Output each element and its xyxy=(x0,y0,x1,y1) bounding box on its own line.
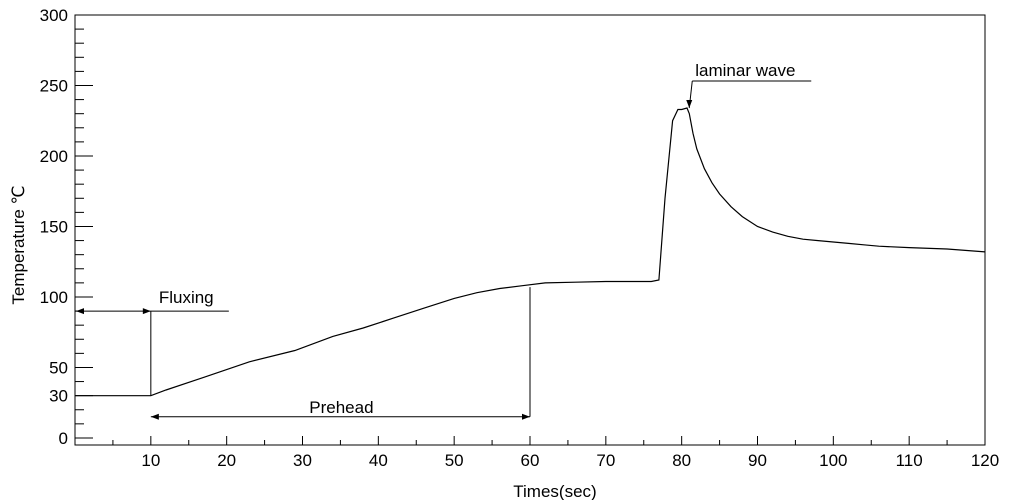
y-axis-title: Temperature ℃ xyxy=(9,185,28,304)
x-tick-label: 80 xyxy=(672,451,691,470)
laminar-wave-label: laminar wave xyxy=(695,61,795,80)
x-tick-label: 50 xyxy=(445,451,464,470)
temperature-series-line xyxy=(75,107,986,397)
x-tick-label: 70 xyxy=(596,451,615,470)
fluxing-label: Fluxing xyxy=(159,288,214,307)
x-tick-label: 120 xyxy=(971,451,999,470)
y-tick-label: 300 xyxy=(40,6,68,25)
y-tick-label: 30 xyxy=(49,387,68,406)
x-tick-label: 20 xyxy=(217,451,236,470)
prehead-label: Prehead xyxy=(309,398,373,417)
x-tick-label: 100 xyxy=(819,451,847,470)
x-tick-label: 60 xyxy=(521,451,540,470)
y-tick-label: 150 xyxy=(40,217,68,236)
x-tick-label: 10 xyxy=(141,451,160,470)
y-tick-label: 0 xyxy=(59,429,68,448)
fluxing-arrow-right xyxy=(142,308,151,315)
y-tick-label: 200 xyxy=(40,147,68,166)
chart-annotations: Fluxing Prehead laminar wave xyxy=(75,61,812,420)
chart-tick-labels: 10 20 30 40 50 60 70 80 90 100 110 120 0 30 50 100 150 20… xyxy=(40,6,1000,470)
x-tick-label: 30 xyxy=(293,451,312,470)
y-tick-label: 100 xyxy=(40,288,68,307)
y-tick-label: 50 xyxy=(49,358,68,377)
y-tick-label: 250 xyxy=(40,76,68,95)
x-tick-label: 40 xyxy=(369,451,388,470)
prehead-arrow-right xyxy=(522,413,530,420)
x-tick-label: 90 xyxy=(748,451,767,470)
fluxing-arrow-left xyxy=(76,308,84,315)
prehead-arrow-left xyxy=(150,413,159,420)
laminar-arrow xyxy=(686,100,693,109)
x-tick-label: 110 xyxy=(896,451,923,470)
x-axis-title: Times(sec) xyxy=(513,482,596,500)
